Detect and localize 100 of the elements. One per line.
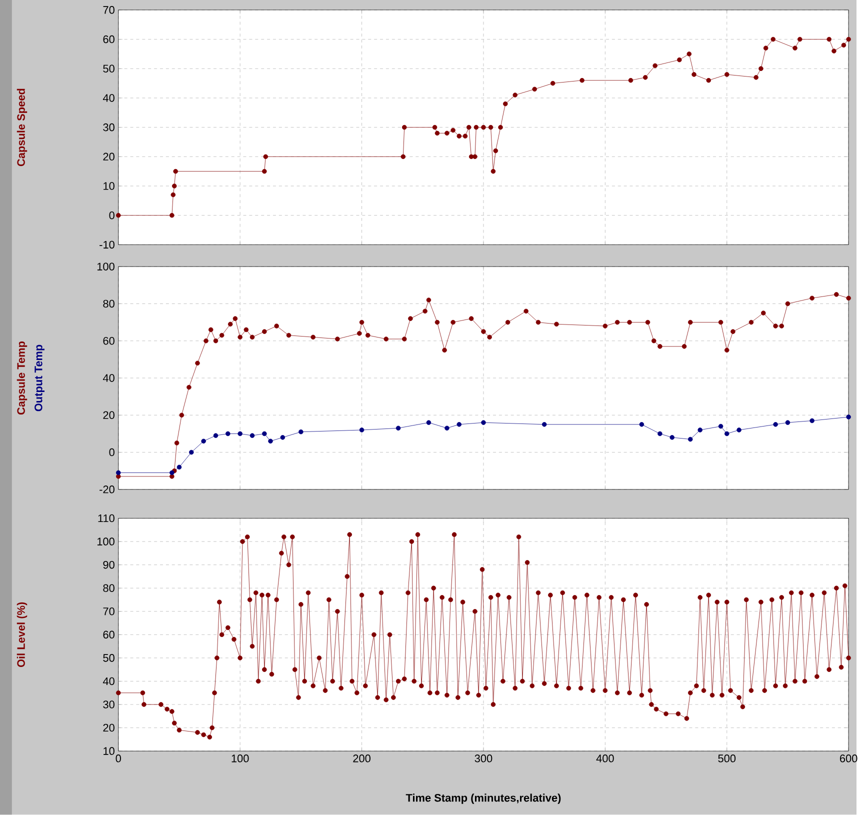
point — [580, 78, 584, 83]
x-tick-label: 600 — [840, 754, 858, 762]
point — [170, 192, 176, 198]
point — [652, 63, 658, 68]
point — [658, 431, 662, 436]
point — [174, 440, 180, 446]
point — [758, 66, 764, 72]
point — [773, 422, 778, 427]
point — [116, 470, 121, 476]
point — [724, 431, 730, 436]
point — [792, 46, 798, 51]
point — [512, 92, 518, 98]
point — [773, 324, 778, 329]
point — [172, 184, 177, 189]
point — [274, 324, 279, 329]
point — [426, 420, 432, 426]
point — [770, 37, 776, 42]
y-tick-label: 50 — [103, 654, 114, 662]
point — [450, 320, 456, 325]
point — [262, 329, 267, 334]
point — [736, 428, 742, 433]
point — [763, 46, 768, 51]
point — [310, 334, 316, 340]
point — [688, 437, 693, 442]
y-tick-label: 70 — [103, 6, 114, 14]
point — [748, 320, 754, 325]
y-tick-label: 40 — [102, 374, 114, 382]
point — [550, 81, 556, 86]
point — [524, 308, 528, 314]
point — [170, 474, 174, 479]
text: Output Temp — [34, 344, 44, 412]
point — [262, 431, 267, 436]
point — [532, 86, 537, 92]
y-tick-label: 20 — [103, 724, 114, 732]
point — [536, 320, 541, 325]
point — [670, 435, 674, 440]
point — [173, 169, 178, 174]
point — [502, 102, 508, 106]
y-tick-label: 110 — [98, 514, 114, 522]
point — [706, 78, 712, 83]
point — [402, 125, 407, 130]
y-tick-label: 20 — [103, 152, 114, 161]
point — [785, 301, 790, 306]
point — [384, 336, 389, 342]
y-axis-title: Capsule Speed — [16, 88, 28, 166]
y-tick-label: 50 — [103, 64, 114, 73]
y-tick-label: 10 — [104, 747, 114, 756]
point — [176, 464, 182, 470]
point — [846, 414, 851, 420]
point — [846, 296, 851, 301]
point — [280, 435, 286, 440]
point — [686, 52, 692, 56]
point — [505, 320, 510, 325]
point — [642, 75, 648, 80]
y-tick-label: 70 — [103, 608, 114, 616]
point — [456, 422, 462, 427]
y-tick-label: 0 — [109, 448, 114, 456]
y-tick-label: 60 — [103, 36, 114, 44]
point — [335, 336, 340, 342]
point — [468, 316, 474, 322]
point — [298, 430, 304, 434]
y-tick-label: 80 — [103, 584, 114, 592]
point — [730, 329, 736, 334]
point — [444, 426, 450, 431]
point — [846, 37, 851, 42]
x-tick-label: 400 — [596, 754, 614, 762]
point — [472, 154, 478, 160]
point — [204, 338, 208, 344]
point — [365, 333, 370, 338]
point — [434, 130, 440, 136]
point — [639, 422, 644, 427]
point — [456, 134, 462, 139]
point — [628, 78, 634, 83]
point — [213, 433, 218, 438]
point — [490, 169, 496, 174]
point — [189, 450, 194, 455]
point — [826, 37, 832, 42]
y-tick-label: 100 — [97, 538, 114, 546]
point — [170, 213, 174, 218]
point — [810, 418, 814, 424]
point — [677, 58, 682, 62]
point — [498, 125, 503, 130]
x-tick-label: 200 — [353, 754, 370, 762]
point — [359, 428, 364, 433]
point — [426, 298, 432, 303]
point — [170, 470, 174, 476]
x-tick-label: 300 — [474, 754, 492, 762]
point — [195, 360, 200, 366]
point — [356, 331, 362, 336]
point — [688, 320, 693, 325]
point — [724, 348, 730, 353]
point — [724, 72, 730, 78]
point — [779, 324, 784, 329]
point — [213, 338, 218, 344]
point — [422, 308, 428, 314]
point — [268, 438, 273, 444]
point — [614, 320, 620, 325]
point — [201, 438, 206, 444]
point — [658, 344, 662, 349]
point — [698, 428, 702, 433]
